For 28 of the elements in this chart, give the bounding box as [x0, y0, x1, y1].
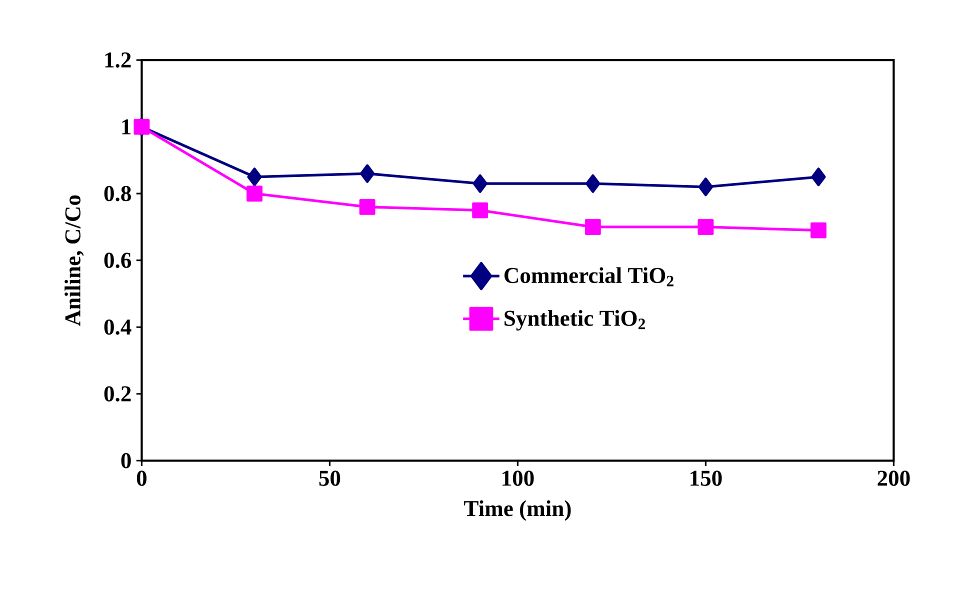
x-tick-label: 0: [136, 470, 146, 486]
y-tick-label: 1.2: [105, 52, 131, 68]
legend-label: Synthetic TiO$_{2}$: [504, 310, 646, 331]
x-tick-label: 150: [690, 470, 722, 486]
point: [472, 202, 488, 218]
point: [698, 218, 714, 235]
point: [810, 222, 826, 238]
point: [586, 174, 600, 193]
x-tick-label: 200: [878, 470, 910, 486]
point: [811, 168, 826, 186]
point: [247, 168, 262, 186]
y-axis-title: Aniline, C/Co: [64, 195, 84, 326]
point: [246, 186, 262, 202]
x-axis-title: Time (min): [464, 500, 571, 521]
point: [584, 218, 601, 235]
x-tick-label: 100: [502, 470, 534, 486]
y-tick-label: 0.4: [104, 319, 132, 335]
y-tick-label: 0: [121, 452, 131, 468]
y-tick-label: 1: [122, 119, 131, 134]
y-tick-label: 0.8: [104, 186, 131, 202]
legend-label: Commercial TiO$_{2}$: [504, 267, 674, 286]
point: [360, 164, 375, 183]
y-tick-label: 0.6: [104, 252, 132, 268]
y-tick-label: 0.2: [104, 386, 131, 402]
point: [472, 174, 488, 193]
point: [698, 178, 714, 196]
x-tick-label: 50: [319, 470, 340, 486]
point: [359, 198, 376, 215]
